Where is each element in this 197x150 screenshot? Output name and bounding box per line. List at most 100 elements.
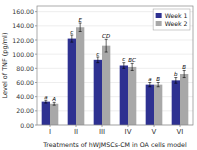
chart: 0.0020.0040.0060.0080.00100.00120.00140.… <box>0 0 197 150</box>
error-cap <box>183 77 186 78</box>
bar <box>76 27 84 125</box>
x-axis-label: Treatments of hWJMSCs-CM in OA cells mod… <box>42 141 187 149</box>
error-bar <box>53 102 56 105</box>
x-tick-label: V <box>152 128 157 136</box>
bar <box>42 102 50 125</box>
error-cap <box>122 68 125 69</box>
x-tick <box>180 125 181 127</box>
error-cap <box>183 70 186 71</box>
letter-annotation: B <box>156 76 160 82</box>
bar <box>180 74 188 125</box>
x-tick-label: IV <box>125 128 132 136</box>
bar <box>128 67 136 125</box>
error-cap <box>148 82 151 83</box>
plot-frame <box>37 6 193 125</box>
x-tick-label: III <box>99 128 105 136</box>
marks <box>42 23 189 125</box>
error-stem <box>45 100 46 103</box>
x-tick <box>128 125 129 127</box>
letter-annotation: c <box>122 56 125 62</box>
letter-annotation: CD <box>102 33 110 39</box>
error-cap <box>105 52 108 53</box>
error-cap <box>131 63 134 64</box>
error-bar <box>148 83 151 87</box>
legend-swatch <box>156 21 162 26</box>
error-bar <box>44 100 47 103</box>
error-cap <box>174 77 177 78</box>
error-stem <box>71 35 72 42</box>
error-cap <box>96 62 99 63</box>
grid-line <box>37 68 193 69</box>
y-tick-label: 140.00 <box>12 22 34 29</box>
y-tick-label: 40.00 <box>16 93 34 100</box>
y-tick-label: 0.00 <box>20 122 34 129</box>
letter-annotation: c <box>70 29 73 35</box>
legend-frame <box>153 9 190 30</box>
x-tick <box>50 125 51 127</box>
error-cap <box>79 23 82 24</box>
error-cap <box>44 100 47 101</box>
letter-annotation: b <box>174 71 178 77</box>
legend-label: Week 1 <box>165 12 188 19</box>
error-bar <box>131 63 134 70</box>
error-cap <box>131 70 134 71</box>
error-cap <box>157 86 160 87</box>
letter-annotation: B <box>182 64 186 70</box>
error-cap <box>70 35 73 36</box>
error-cap <box>44 103 47 104</box>
error-cap <box>96 57 99 58</box>
x-tick-label: VI <box>177 128 184 136</box>
x-tick <box>154 125 155 127</box>
bar <box>102 46 110 125</box>
bar <box>154 85 162 125</box>
error-cap <box>122 62 125 63</box>
letter-annotation: a <box>44 94 48 100</box>
error-stem <box>54 102 55 105</box>
error-cap <box>53 102 56 103</box>
error-bar <box>157 83 160 87</box>
y-tick-label: 80.00 <box>16 65 34 72</box>
grid-line <box>37 40 193 41</box>
error-stem <box>106 39 107 52</box>
letter-annotation: BC <box>128 57 136 63</box>
y-tick-label: 160.00 <box>12 8 34 15</box>
bar <box>172 80 180 125</box>
x-tick-label: II <box>74 128 78 136</box>
legend-swatch <box>156 13 162 18</box>
error-bar <box>105 39 108 52</box>
error-cap <box>105 39 108 40</box>
error-bar <box>174 78 177 84</box>
error-bar <box>183 70 186 77</box>
x-tick <box>76 125 77 127</box>
error-stem <box>80 23 81 32</box>
grid-line <box>37 96 193 97</box>
grid-line <box>37 54 193 55</box>
bar <box>146 85 154 125</box>
grid-line <box>37 110 193 111</box>
letter-annotation: A <box>51 96 56 102</box>
error-cap <box>174 83 177 84</box>
y-tick-label: 120.00 <box>12 37 34 44</box>
y-tick-label: 60.00 <box>16 79 34 86</box>
letter-annotation: a <box>148 76 152 82</box>
error-stem <box>132 63 133 70</box>
error-stem <box>149 83 150 87</box>
error-cap <box>53 105 56 106</box>
x-tick <box>102 125 103 127</box>
error-stem <box>184 70 185 77</box>
bar <box>120 66 128 126</box>
letter-annotation: c <box>96 51 99 57</box>
error-cap <box>157 82 160 83</box>
bar <box>68 39 76 125</box>
error-cap <box>70 42 73 43</box>
x-tick-label: I <box>49 128 51 136</box>
letter-annotation: E <box>78 17 82 23</box>
legend-label: Week 2 <box>165 20 188 27</box>
error-stem <box>97 57 98 63</box>
y-tick-label: 100.00 <box>12 51 34 58</box>
error-bar <box>70 35 73 42</box>
error-bar <box>79 23 82 32</box>
bar <box>94 60 102 125</box>
legend: Week 1Week 2 <box>153 9 190 30</box>
error-stem <box>158 83 159 87</box>
